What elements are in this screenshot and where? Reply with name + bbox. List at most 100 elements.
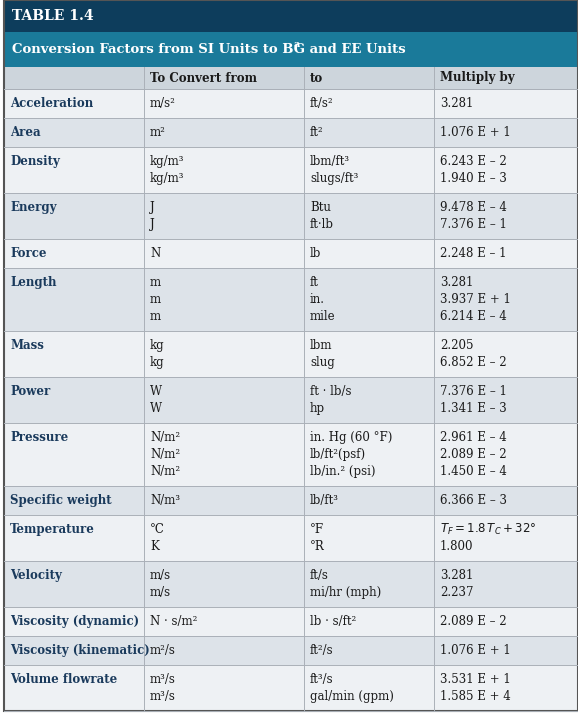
- Text: lb/ft³: lb/ft³: [310, 494, 339, 507]
- Text: Viscosity (kinematic): Viscosity (kinematic): [10, 644, 150, 657]
- Text: kg/m³: kg/m³: [150, 172, 184, 185]
- Text: lb: lb: [310, 247, 321, 260]
- Text: lb/in.² (psi): lb/in.² (psi): [310, 465, 376, 478]
- Text: ft: ft: [310, 276, 319, 289]
- Text: Force: Force: [10, 247, 46, 260]
- Text: Energy: Energy: [10, 201, 57, 214]
- Text: 3.281: 3.281: [440, 97, 473, 110]
- FancyBboxPatch shape: [4, 0, 578, 32]
- Text: gal/min (gpm): gal/min (gpm): [310, 690, 394, 703]
- Text: to: to: [310, 71, 323, 84]
- Text: m/s: m/s: [150, 586, 171, 599]
- Text: kg/m³: kg/m³: [150, 155, 184, 168]
- Text: ft²: ft²: [310, 126, 324, 139]
- Text: 7.376 E – 1: 7.376 E – 1: [440, 218, 507, 231]
- FancyBboxPatch shape: [4, 32, 578, 67]
- FancyBboxPatch shape: [4, 118, 578, 147]
- Text: K: K: [150, 540, 159, 553]
- Text: m²: m²: [150, 126, 166, 139]
- FancyBboxPatch shape: [4, 486, 578, 515]
- FancyBboxPatch shape: [4, 268, 578, 331]
- Text: kg: kg: [150, 356, 165, 369]
- Text: 6.366 E – 3: 6.366 E – 3: [440, 494, 507, 507]
- Text: ft·lb: ft·lb: [310, 218, 334, 231]
- Text: 2.961 E – 4: 2.961 E – 4: [440, 431, 507, 444]
- Text: 1.076 E + 1: 1.076 E + 1: [440, 644, 511, 657]
- Text: Power: Power: [10, 385, 50, 398]
- Text: 1.341 E – 3: 1.341 E – 3: [440, 402, 507, 415]
- Text: 2.237: 2.237: [440, 586, 473, 599]
- FancyBboxPatch shape: [4, 423, 578, 486]
- Text: m: m: [150, 276, 161, 289]
- Text: J: J: [150, 218, 155, 231]
- Text: Acceleration: Acceleration: [10, 97, 93, 110]
- Text: ft³/s: ft³/s: [310, 673, 334, 686]
- Text: hp: hp: [310, 402, 325, 415]
- Text: Multiply by: Multiply by: [440, 71, 514, 84]
- Text: Viscosity (dynamic): Viscosity (dynamic): [10, 615, 139, 628]
- FancyBboxPatch shape: [4, 636, 578, 665]
- Text: J: J: [150, 201, 155, 214]
- Text: Volume flowrate: Volume flowrate: [10, 673, 117, 686]
- Text: Temperature: Temperature: [10, 523, 95, 536]
- Text: To Convert from: To Convert from: [150, 71, 257, 84]
- Text: 3.281: 3.281: [440, 276, 473, 289]
- FancyBboxPatch shape: [4, 89, 578, 118]
- Text: 7.376 E – 1: 7.376 E – 1: [440, 385, 507, 398]
- Text: 6.852 E – 2: 6.852 E – 2: [440, 356, 507, 369]
- Text: ft²/s: ft²/s: [310, 644, 334, 657]
- Text: 2.089 E – 2: 2.089 E – 2: [440, 448, 507, 461]
- Text: °F: °F: [310, 523, 324, 536]
- FancyBboxPatch shape: [4, 193, 578, 239]
- FancyBboxPatch shape: [4, 239, 578, 268]
- Text: N/m³: N/m³: [150, 494, 180, 507]
- Text: Density: Density: [10, 155, 60, 168]
- FancyBboxPatch shape: [4, 607, 578, 636]
- Text: m: m: [150, 293, 161, 306]
- Text: Specific weight: Specific weight: [10, 494, 112, 507]
- Text: 3.937 E + 1: 3.937 E + 1: [440, 293, 511, 306]
- FancyBboxPatch shape: [4, 331, 578, 377]
- Text: Area: Area: [10, 126, 40, 139]
- FancyBboxPatch shape: [4, 377, 578, 423]
- Text: mi/hr (mph): mi/hr (mph): [310, 586, 381, 599]
- Text: N · s/m²: N · s/m²: [150, 615, 197, 628]
- Text: in. Hg (60 °F): in. Hg (60 °F): [310, 431, 392, 444]
- Text: ft/s²: ft/s²: [310, 97, 334, 110]
- Text: lb/ft²(psf): lb/ft²(psf): [310, 448, 366, 461]
- Text: N: N: [150, 247, 160, 260]
- Text: ft · lb/s: ft · lb/s: [310, 385, 351, 398]
- Text: in.: in.: [310, 293, 325, 306]
- Text: a: a: [294, 40, 301, 49]
- Text: Conversion Factors from SI Units to BG and EE Units: Conversion Factors from SI Units to BG a…: [12, 43, 406, 56]
- Text: 1.076 E + 1: 1.076 E + 1: [440, 126, 511, 139]
- Text: 1.800: 1.800: [440, 540, 473, 553]
- Text: $T_F = 1.8\,T_C + 32°$: $T_F = 1.8\,T_C + 32°$: [440, 522, 536, 537]
- Text: N/m²: N/m²: [150, 448, 180, 461]
- Text: m³/s: m³/s: [150, 690, 176, 703]
- Text: 1.450 E – 4: 1.450 E – 4: [440, 465, 507, 478]
- Text: m³/s: m³/s: [150, 673, 176, 686]
- Text: ft/s: ft/s: [310, 569, 329, 582]
- Text: Pressure: Pressure: [10, 431, 68, 444]
- Text: 3.531 E + 1: 3.531 E + 1: [440, 673, 511, 686]
- Text: Length: Length: [10, 276, 57, 289]
- Text: kg: kg: [150, 339, 165, 352]
- Text: 6.214 E – 4: 6.214 E – 4: [440, 310, 507, 323]
- Text: °R: °R: [310, 540, 325, 553]
- Text: W: W: [150, 385, 162, 398]
- Text: 2.089 E – 2: 2.089 E – 2: [440, 615, 507, 628]
- Text: 6.243 E – 2: 6.243 E – 2: [440, 155, 507, 168]
- Text: m²/s: m²/s: [150, 644, 176, 657]
- Text: mile: mile: [310, 310, 336, 323]
- Text: Mass: Mass: [10, 339, 44, 352]
- Text: slug: slug: [310, 356, 335, 369]
- Text: m/s: m/s: [150, 569, 171, 582]
- Text: 2.248 E – 1: 2.248 E – 1: [440, 247, 506, 260]
- Text: slugs/ft³: slugs/ft³: [310, 172, 358, 185]
- FancyBboxPatch shape: [4, 147, 578, 193]
- Text: N/m²: N/m²: [150, 465, 180, 478]
- Text: lbm/ft³: lbm/ft³: [310, 155, 350, 168]
- Text: 3.281: 3.281: [440, 569, 473, 582]
- Text: m/s²: m/s²: [150, 97, 176, 110]
